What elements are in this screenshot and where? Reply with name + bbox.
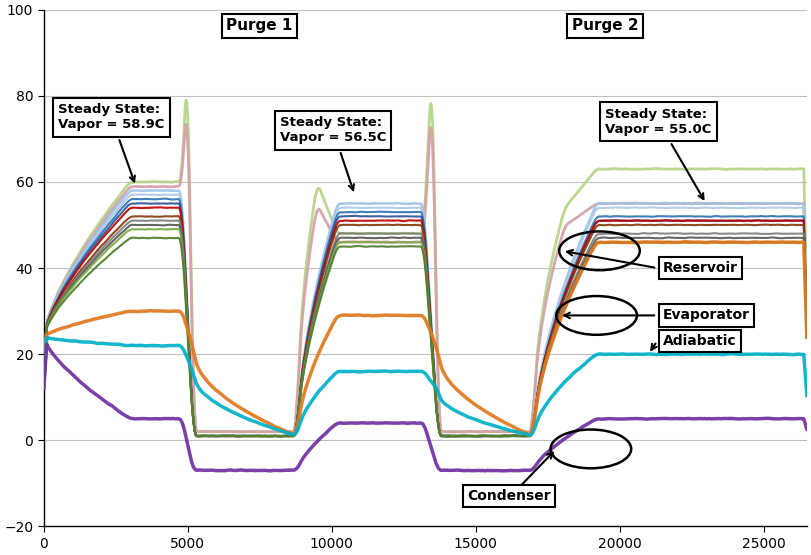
Text: Adiabatic: Adiabatic — [663, 334, 736, 348]
Text: Purge 1: Purge 1 — [226, 18, 293, 33]
Text: Steady State:
Vapor = 55.0C: Steady State: Vapor = 55.0C — [605, 108, 711, 199]
Text: Steady State:
Vapor = 56.5C: Steady State: Vapor = 56.5C — [280, 116, 386, 190]
Text: Steady State:
Vapor = 58.9C: Steady State: Vapor = 58.9C — [58, 103, 165, 181]
Text: Reservoir: Reservoir — [663, 261, 738, 275]
Text: Condenser: Condenser — [467, 490, 551, 503]
Text: Evaporator: Evaporator — [663, 309, 750, 322]
Text: Purge 2: Purge 2 — [572, 18, 638, 33]
